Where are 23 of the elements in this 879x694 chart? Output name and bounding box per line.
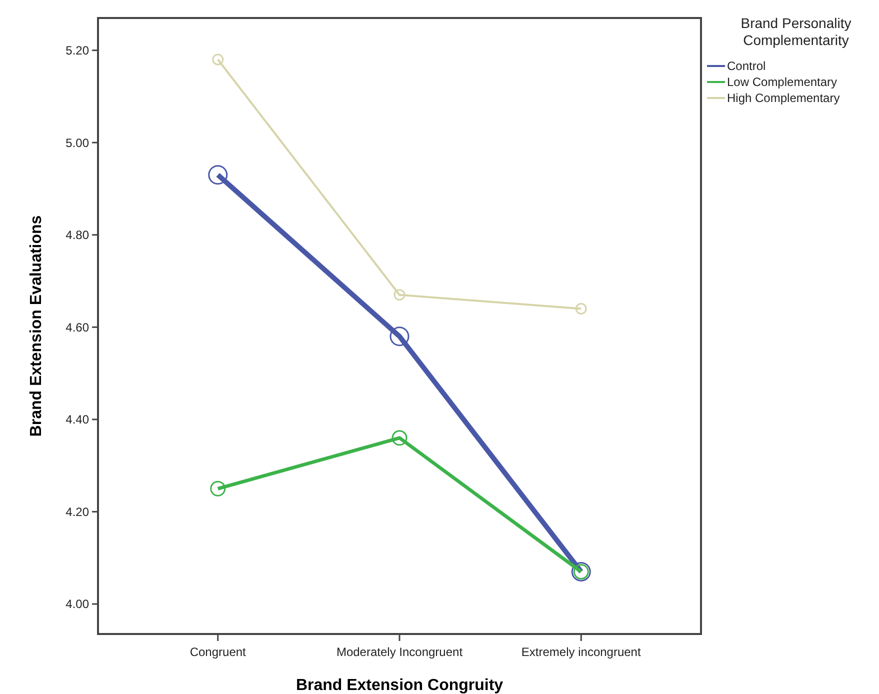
x-tick-label: Congruent [190, 645, 247, 659]
point [394, 289, 406, 301]
y-tick-label: 4.00 [66, 597, 90, 612]
x-tick-label: Moderately Incongruent [336, 645, 464, 659]
point [392, 430, 408, 446]
point [210, 480, 226, 496]
legend-label: Control [727, 59, 766, 74]
legend-label: Low Complementary [727, 75, 838, 90]
y-tick-label: 5.20 [66, 44, 90, 58]
legend-title: Brand Personality Complementarity [740, 15, 852, 48]
point [390, 326, 410, 346]
y-axis-title: Brand Extension Evaluations [28, 215, 45, 437]
y-tick-label: 4.80 [66, 228, 90, 242]
legend-label: High Complementary [727, 91, 840, 106]
x-tick-label: Extremely incongruent [521, 645, 642, 659]
point [575, 302, 587, 314]
y-tick-label: 4.40 [66, 412, 90, 427]
y-tick-label: 5.00 [66, 136, 90, 150]
y-tick-label: 4.60 [66, 320, 90, 334]
y-tick-label: 4.20 [66, 504, 90, 519]
point [212, 54, 224, 66]
x-axis-title: Brand Extension Congruity [296, 677, 504, 694]
point [208, 165, 228, 185]
